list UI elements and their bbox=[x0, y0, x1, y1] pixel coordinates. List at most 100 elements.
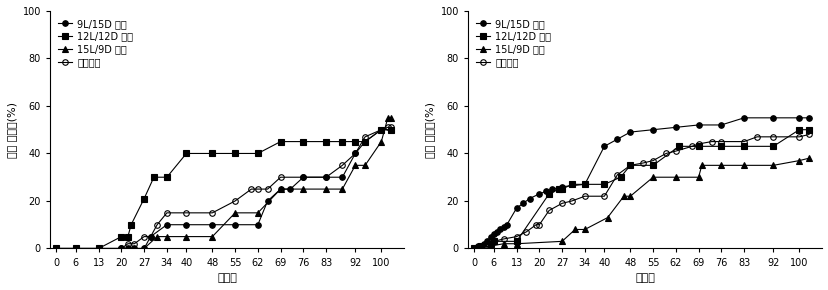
9L/15D 수컷 bbox=[715, 123, 725, 127]
15L/9D 암컷 bbox=[51, 247, 61, 250]
12L/12D 수컷 bbox=[803, 128, 813, 131]
암컷전체 bbox=[386, 126, 396, 129]
12L/12D 암컷 bbox=[376, 128, 386, 131]
Y-axis label: 누적 폐사율(%): 누적 폐사율(%) bbox=[425, 102, 435, 158]
12L/12D 수컷 bbox=[739, 145, 749, 148]
9L/15D 암컷 bbox=[230, 223, 240, 226]
암컷전체 bbox=[350, 152, 360, 155]
암컷전체 bbox=[161, 211, 171, 215]
9L/15D 수컷 bbox=[498, 225, 508, 229]
12L/12D 암컷 bbox=[275, 140, 285, 143]
암컷전체 bbox=[146, 235, 156, 238]
9L/15D 수컷 bbox=[495, 228, 505, 231]
암컷전체 bbox=[207, 211, 217, 215]
15L/9D 암컷 bbox=[181, 235, 191, 238]
12L/12D 수컷 bbox=[715, 145, 725, 148]
수컷전체 bbox=[751, 135, 761, 139]
Line: 15L/9D 수컷: 15L/9D 수컷 bbox=[471, 155, 811, 251]
Line: 15L/9D 암컷: 15L/9D 암컷 bbox=[54, 115, 393, 251]
15L/9D 암컷 bbox=[376, 140, 386, 143]
15L/9D 암컷 bbox=[207, 235, 217, 238]
12L/12D 수컷 bbox=[553, 187, 563, 191]
암컷전체 bbox=[376, 128, 386, 131]
15L/9D 암컷 bbox=[161, 235, 171, 238]
15L/9D 수컷 bbox=[602, 216, 612, 219]
15L/9D 수컷 bbox=[647, 175, 657, 179]
15L/9D 수컷 bbox=[624, 195, 634, 198]
15L/9D 수컷 bbox=[469, 247, 479, 250]
수컷전체 bbox=[715, 140, 725, 143]
암컷전체 bbox=[262, 187, 272, 191]
15L/9D 암컷 bbox=[359, 164, 369, 167]
15L/9D 암컷 bbox=[230, 211, 240, 215]
Line: 9L/15D 암컷: 9L/15D 암컷 bbox=[54, 127, 393, 251]
15L/9D 수컷 bbox=[556, 240, 566, 243]
15L/9D 수컷 bbox=[696, 164, 706, 167]
15L/9D 암컷 bbox=[152, 235, 162, 238]
9L/15D 수컷 bbox=[485, 235, 495, 238]
9L/15D 암컷 bbox=[337, 175, 347, 179]
12L/12D 수컷 bbox=[615, 175, 625, 179]
15L/9D 암컷 bbox=[298, 187, 308, 191]
Line: 12L/12D 수컷: 12L/12D 수컷 bbox=[471, 127, 811, 251]
Legend: 9L/15D 암컷, 12L/12D 암컷, 15L/9D 암컷, 암컷전체: 9L/15D 암컷, 12L/12D 암컷, 15L/9D 암컷, 암컷전체 bbox=[55, 16, 136, 70]
12L/12D 암컷 bbox=[230, 152, 240, 155]
15L/9D 암컷 bbox=[71, 247, 81, 250]
15L/9D 수컷 bbox=[768, 164, 777, 167]
9L/15D 수컷 bbox=[768, 116, 777, 119]
암컷전체 bbox=[51, 247, 61, 250]
암컷전체 bbox=[129, 242, 139, 245]
15L/9D 암컷 bbox=[116, 247, 126, 250]
9L/15D 암컷 bbox=[298, 175, 308, 179]
9L/15D 암컷 bbox=[275, 187, 285, 191]
9L/15D 수컷 bbox=[579, 183, 589, 186]
9L/15D 수컷 bbox=[599, 145, 609, 148]
15L/9D 수컷 bbox=[670, 175, 680, 179]
수컷전체 bbox=[543, 209, 553, 212]
암컷전체 bbox=[298, 175, 308, 179]
암컷전체 bbox=[253, 187, 262, 191]
9L/15D 수컷 bbox=[693, 123, 703, 127]
15L/9D 수컷 bbox=[715, 164, 725, 167]
12L/12D 암컷 bbox=[71, 247, 81, 250]
12L/12D 암컷 bbox=[123, 235, 132, 238]
9L/15D 수컷 bbox=[524, 197, 534, 200]
12L/12D 암컷 bbox=[207, 152, 217, 155]
암컷전체 bbox=[359, 135, 369, 139]
암컷전체 bbox=[275, 175, 285, 179]
Line: 암컷전체: 암컷전체 bbox=[54, 125, 393, 251]
15L/9D 수컷 bbox=[485, 244, 495, 248]
15L/9D 암컷 bbox=[253, 211, 262, 215]
15L/9D 수컷 bbox=[579, 228, 589, 231]
9L/15D 수컷 bbox=[739, 116, 749, 119]
9L/15D 암컷 bbox=[350, 152, 360, 155]
수컷전체 bbox=[705, 140, 715, 143]
9L/15D 암컷 bbox=[207, 223, 217, 226]
12L/12D 수컷 bbox=[543, 192, 553, 195]
9L/15D 수컷 bbox=[469, 247, 479, 250]
9L/15D 수컷 bbox=[647, 128, 657, 131]
12L/12D 암컷 bbox=[386, 128, 396, 131]
12L/12D 수컷 bbox=[566, 183, 576, 186]
12L/12D 암컷 bbox=[337, 140, 347, 143]
15L/9D 수컷 bbox=[619, 195, 628, 198]
12L/12D 수컷 bbox=[599, 183, 609, 186]
12L/12D 암컷 bbox=[116, 235, 126, 238]
9L/15D 암컷 bbox=[359, 140, 369, 143]
12L/12D 암컷 bbox=[139, 197, 149, 200]
9L/15D 수컷 bbox=[556, 185, 566, 188]
9L/15D 암컷 bbox=[94, 247, 104, 250]
12L/12D 수컷 bbox=[485, 242, 495, 245]
12L/12D 수컷 bbox=[768, 145, 777, 148]
수컷전체 bbox=[579, 195, 589, 198]
9L/15D 암컷 bbox=[386, 128, 396, 131]
15L/9D 암컷 bbox=[386, 116, 396, 119]
15L/9D 암컷 bbox=[350, 164, 360, 167]
9L/15D 수컷 bbox=[489, 233, 498, 236]
암컷전체 bbox=[320, 175, 330, 179]
12L/12D 암컷 bbox=[161, 175, 171, 179]
9L/15D 수컷 bbox=[793, 116, 803, 119]
12L/12D 수컷 bbox=[579, 183, 589, 186]
9L/15D 수컷 bbox=[472, 244, 482, 248]
12L/12D 암컷 bbox=[359, 140, 369, 143]
